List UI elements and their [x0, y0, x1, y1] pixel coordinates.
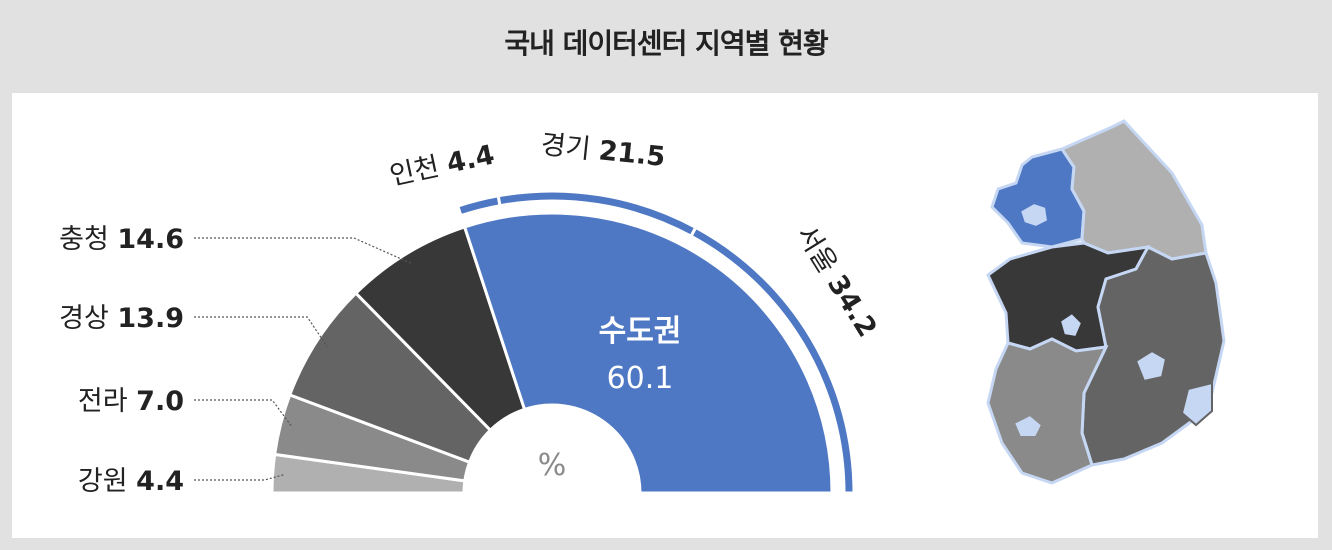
leader-lines	[194, 237, 413, 481]
map-gwangju	[1012, 413, 1044, 438]
map-seoul	[1018, 201, 1050, 229]
label-충청: 충청 14.6	[59, 224, 184, 255]
ring-서울	[689, 225, 856, 495]
center-unit-label: %	[538, 448, 567, 483]
label-인천: 인천 4.4	[387, 139, 497, 191]
label-경기: 경기 21.5	[539, 129, 666, 173]
leader-line-충청	[194, 237, 413, 265]
leader-line-경상	[194, 316, 328, 348]
map-region-jeolla	[986, 337, 1109, 485]
chart-title: 국내 데이터센터 지역별 현황	[504, 27, 828, 60]
leader-line-강원	[194, 473, 285, 481]
korea-map-icon	[986, 119, 1226, 485]
capital-label-value: 60.1	[607, 361, 674, 396]
leader-line-전라	[194, 399, 293, 428]
map-region-gangwon	[1059, 119, 1208, 261]
label-전라: 전라 7.0	[78, 386, 184, 417]
map-daegu	[1134, 349, 1168, 383]
inner-donut	[270, 211, 834, 495]
map-ulsan-busan	[1180, 381, 1213, 427]
map-daejeon	[1058, 311, 1084, 339]
chart-panel: % 수도권 60.1 충청 14.6 경상 13.9 전라 7.0 강원 4.4 인천 4.4…	[12, 93, 1318, 538]
slice-수도권	[462, 211, 834, 495]
outer-ring	[455, 189, 856, 495]
capital-label-name: 수도권	[599, 314, 682, 349]
ring-인천	[455, 194, 502, 218]
data-labels: % 수도권 60.1 충청 14.6 경상 13.9 전라 7.0 강원 4.4 인천 4.4…	[59, 129, 882, 497]
label-강원: 강원 4.4	[78, 466, 184, 497]
chart-svg: % 수도권 60.1 충청 14.6 경상 13.9 전라 7.0 강원 4.4 인천 4.4…	[59, 119, 1226, 497]
label-경상: 경상 13.9	[59, 303, 184, 334]
